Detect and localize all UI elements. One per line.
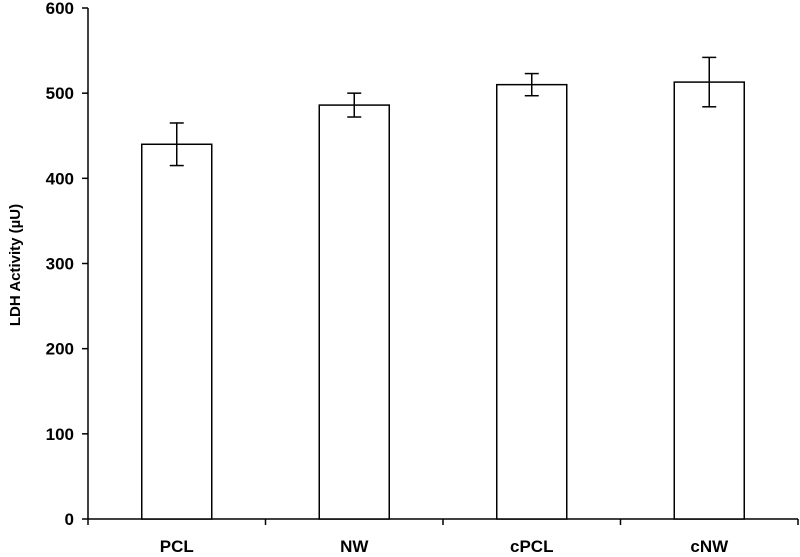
y-tick-label: 200: [46, 340, 74, 359]
bar-pcl: [141, 143, 213, 520]
bar-cnw: [673, 81, 745, 520]
y-tick-label: 600: [46, 0, 74, 18]
x-category-label: cPCL: [510, 537, 553, 556]
x-category-label: PCL: [160, 537, 194, 556]
bar-nw: [318, 104, 390, 520]
y-tick-label: 100: [46, 425, 74, 444]
y-tick-label: 500: [46, 84, 74, 103]
y-tick-label: 400: [46, 169, 74, 188]
x-category-label: NW: [340, 537, 369, 556]
y-tick-label: 0: [65, 510, 74, 529]
bar-cpcl: [496, 83, 568, 520]
y-tick-label: 300: [46, 255, 74, 274]
x-category-label: cNW: [690, 537, 729, 556]
y-axis-label: LDH Activity (µU): [7, 204, 24, 326]
